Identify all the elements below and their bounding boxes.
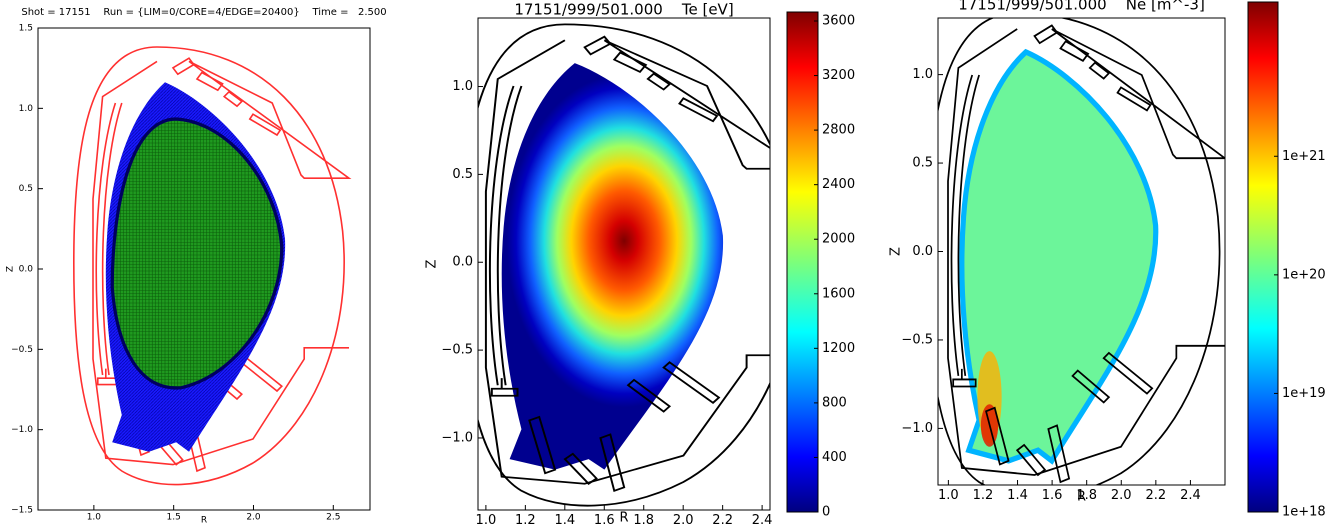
colorbar-tick-label: 1200	[822, 341, 855, 356]
x-tick-label: 1.0	[476, 513, 497, 526]
y-tick-label: −0.5	[441, 343, 473, 358]
colorbar-tick-label: 2800	[822, 123, 855, 138]
y-tick-label: 0.0	[19, 265, 34, 275]
colorbar-tick-label: 2000	[822, 232, 855, 247]
chart-title: 17151/999/501.000 Ne [m^-3]	[958, 0, 1205, 14]
x-tick-label: 1.8	[1076, 488, 1097, 503]
colorbar-tick-label: 3200	[822, 68, 855, 83]
chart-title: 17151/999/501.000 Te [eV]	[514, 1, 733, 19]
x-tick-label: 1.2	[973, 488, 994, 503]
y-tick-label: 0.5	[912, 156, 933, 171]
colorbar-tick-label: 1600	[822, 286, 855, 301]
y-tick-label: −1.5	[11, 506, 33, 516]
x-tick-label: 1.4	[554, 513, 575, 526]
colorbar-tick-label: 3600	[822, 14, 855, 29]
x-axis-label: R	[201, 516, 207, 526]
colorbar	[1247, 1, 1279, 513]
colorbar-tick-label: 800	[822, 395, 847, 410]
colorbar-tick-label: 0	[822, 505, 830, 520]
ne-heatmap	[938, 18, 1225, 485]
x-tick-label: 2.5	[326, 513, 340, 523]
colorbar	[786, 11, 819, 513]
x-tick-label: 1.5	[167, 513, 181, 523]
y-tick-label: −1.0	[901, 421, 933, 436]
x-tick-label: 1.4	[1007, 488, 1028, 503]
x-axis-label: R	[1077, 490, 1086, 505]
x-tick-label: 2.4	[752, 513, 773, 526]
x-tick-label: 2.0	[673, 513, 694, 526]
y-tick-label: −1.0	[11, 425, 33, 435]
colorbar-tick-label: 2400	[822, 177, 855, 192]
y-tick-label: 0.5	[452, 167, 473, 182]
x-tick-label: 2.0	[1111, 488, 1132, 503]
y-tick-label: −0.5	[11, 345, 33, 355]
colorbar-tick-label: 1e+19	[1282, 386, 1326, 401]
y-tick-label: 1.0	[912, 67, 933, 82]
x-tick-label: 1.2	[515, 513, 536, 526]
y-tick-label: 1.0	[19, 104, 34, 114]
x-tick-label: 2.4	[1180, 488, 1201, 503]
x-tick-label: 1.0	[87, 513, 102, 523]
y-tick-label: −0.5	[901, 332, 933, 347]
colorbar-tick-label: 400	[822, 450, 847, 465]
y-tick-label: 0.5	[19, 184, 33, 194]
y-axis-label: Z	[6, 266, 16, 272]
x-tick-label: 1.6	[1042, 488, 1063, 503]
y-tick-label: −1.0	[441, 430, 473, 445]
x-axis-label: R	[619, 511, 628, 526]
y-axis-label: Z	[425, 259, 440, 268]
x-tick-label: 2.0	[246, 513, 261, 523]
te-heatmap	[478, 23, 770, 507]
y-axis-label: Z	[889, 247, 904, 256]
x-tick-label: 2.2	[1145, 488, 1166, 503]
mesh-plot	[73, 46, 350, 486]
y-tick-label: 1.0	[452, 79, 473, 94]
colorbar-tick-label: 1e+20	[1282, 267, 1326, 282]
y-tick-label: 1.5	[19, 24, 33, 34]
colorbar-tick-label: 1e+21	[1282, 149, 1326, 164]
x-tick-label: 2.2	[712, 513, 733, 526]
x-tick-label: 1.0	[938, 488, 959, 503]
y-tick-label: 0.0	[452, 255, 473, 270]
x-tick-label: 1.6	[594, 513, 615, 526]
colorbar-tick-label: 1e+18	[1282, 505, 1326, 520]
chart-title: Shot = 17151 Run = {LIM=0/CORE=4/EDGE=20…	[21, 7, 386, 18]
axes-frame	[477, 17, 771, 511]
y-tick-label: 0.0	[912, 244, 933, 259]
x-tick-label: 1.8	[633, 513, 654, 526]
